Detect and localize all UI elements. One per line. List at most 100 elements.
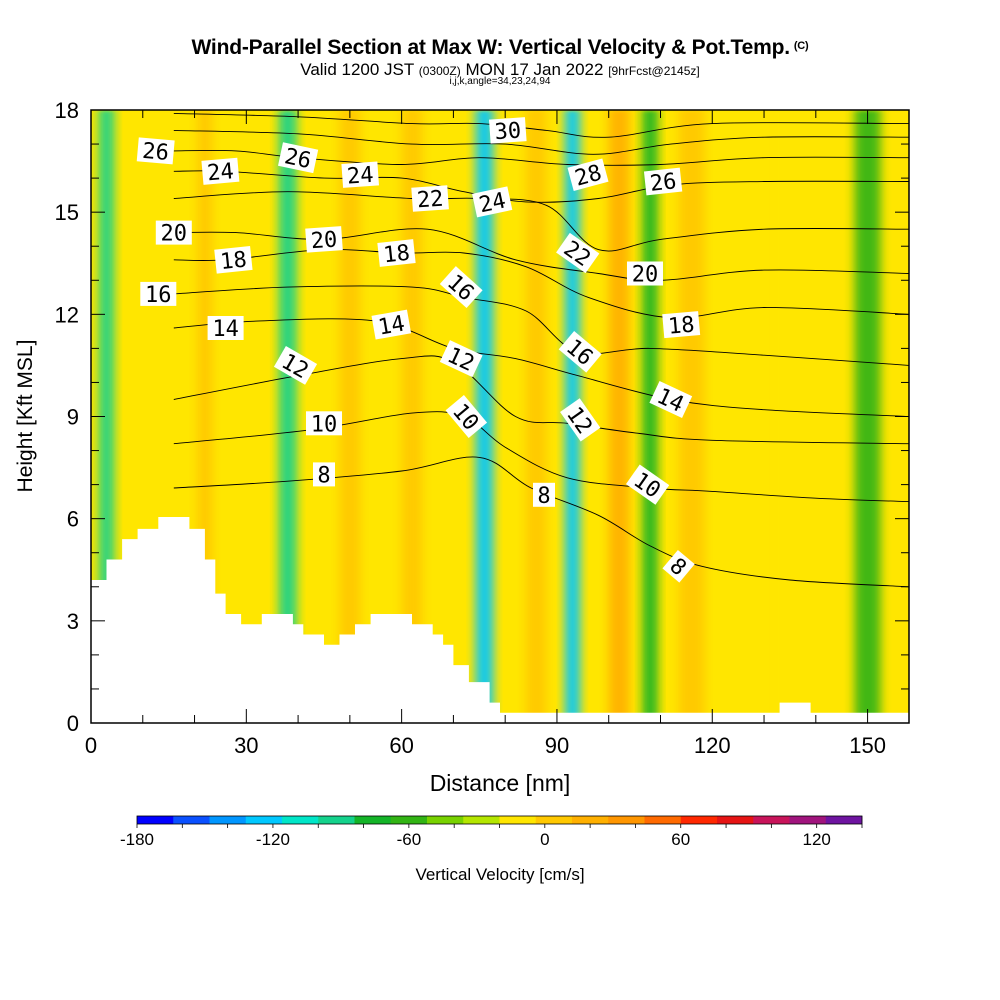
x-axis-label: Distance [nm]: [430, 770, 571, 796]
contour-label: 8: [313, 462, 335, 488]
contour-label-text: 26: [282, 144, 313, 174]
y-tick-label: 18: [55, 98, 79, 123]
velocity-bands: [98, 110, 881, 723]
colorbar-swatch: [717, 816, 754, 824]
theta-contour-28: [173, 129, 909, 155]
contour-label: 16: [140, 281, 177, 308]
contour-label-text: 20: [161, 222, 188, 247]
contour-label: 18: [662, 311, 701, 340]
colorbar-swatch: [680, 816, 718, 824]
theta-contour-16: [173, 285, 909, 366]
velocity-band: [854, 110, 881, 723]
contour-label: 20: [155, 220, 192, 247]
contour-label-text: 30: [494, 119, 522, 146]
contour-label-text: 16: [145, 283, 172, 308]
contour-label: 10: [306, 411, 342, 437]
contour-label-text: 18: [219, 247, 248, 275]
colorbar-tick-label: 0: [540, 830, 549, 849]
colorbar-swatch: [245, 816, 283, 824]
contour-label: 12: [273, 346, 318, 385]
contour-label: 22: [556, 232, 600, 274]
colorbar-tick-label: 120: [803, 830, 831, 849]
contour-label-text: 10: [311, 412, 338, 437]
velocity-band: [278, 110, 297, 723]
contour-label-text: 24: [346, 163, 374, 190]
forecast-info: [9hrFcst@2145z]: [608, 64, 700, 78]
colorbar-swatch: [318, 816, 355, 824]
colorbar-swatch: [535, 816, 573, 824]
colorbar-label: Vertical Velocity [cm/s]: [415, 865, 584, 884]
x-tick-label: 0: [85, 733, 97, 758]
contour-label-text: 14: [212, 317, 239, 342]
theta-contour-24: [173, 170, 909, 203]
copyright-mark: (C): [793, 40, 809, 52]
contour-label-text: 18: [382, 241, 411, 269]
colorbar-tick-label: -120: [256, 830, 290, 849]
contour-label: 8: [533, 482, 555, 509]
colorbar-swatch: [825, 816, 863, 824]
colorbar-swatch: [572, 816, 609, 824]
x-tick-label: 150: [849, 733, 886, 758]
velocity-band: [608, 110, 630, 723]
y-tick-label: 15: [55, 200, 79, 225]
y-tick-label: 12: [55, 302, 79, 327]
contour-label-text: 8: [317, 463, 330, 488]
contour-label-text: 20: [632, 263, 659, 288]
theta-contour-12: [173, 355, 909, 445]
colorbar-swatch: [463, 816, 500, 824]
contour-label-text: 20: [310, 228, 338, 255]
x-axis: 0 30 60 90 120 150: [85, 110, 886, 758]
valid-time-line: Valid 1200 JST (0300Z) MON 17 Jan 2022 […: [0, 60, 1000, 80]
grid-indices: i,j,k,angle=34,23,24,94: [449, 76, 551, 87]
theta-contour-14: [173, 318, 909, 417]
contour-label: 20: [627, 261, 663, 288]
valid-utc: (0300Z): [418, 64, 461, 78]
contour-label-text: 18: [667, 312, 696, 339]
contour-label: 26: [136, 137, 175, 166]
colorbar-swatch: [608, 816, 645, 824]
contour-label-text: 24: [477, 188, 508, 218]
colorbar-swatch: [390, 816, 428, 824]
x-tick-label: 30: [234, 733, 258, 758]
theta-contour-22: [173, 191, 909, 252]
contour-label: 22: [411, 185, 449, 213]
contour-label-text: 26: [141, 139, 170, 166]
contour-label-text: 8: [537, 484, 550, 509]
contour-label-text: 14: [376, 311, 406, 340]
contour-label: 30: [489, 117, 527, 145]
colorbar-tick-label: -180: [120, 830, 154, 849]
chart-title-text: Wind-Parallel Section at Max W: Vertical…: [191, 36, 791, 59]
theta-contour-18: [173, 248, 909, 319]
contour-label-text: 22: [416, 187, 444, 214]
valid-date: MON 17 Jan 2022: [465, 60, 604, 79]
theta-contour-20: [173, 228, 909, 281]
contour-label: 28: [567, 158, 609, 192]
colorbar-tick-label: -60: [397, 830, 422, 849]
contour-label: 14: [371, 309, 412, 341]
velocity-band: [738, 110, 770, 723]
colorbar-swatch: [753, 816, 790, 824]
colorbar-ticks: -180 -120 -60 0 60 120: [120, 824, 863, 849]
y-tick-label: 0: [67, 711, 79, 736]
x-tick-label: 90: [545, 733, 569, 758]
colorbar-swatch: [644, 816, 682, 824]
colorbar-swatch: [499, 816, 537, 824]
y-tick-label: 6: [67, 507, 79, 532]
velocity-band: [475, 110, 494, 723]
colorbar-swatch: [354, 816, 392, 824]
velocity-band: [339, 110, 361, 723]
contour-label: 24: [472, 186, 513, 218]
contour-label: 14: [207, 316, 244, 342]
contour-label: 18: [377, 239, 416, 269]
colorbar: [136, 815, 863, 825]
colorbar-swatch: [137, 816, 174, 824]
colorbar-swatch: [282, 816, 319, 824]
contour-label: 20: [305, 226, 343, 254]
theta-contour-26: [173, 149, 909, 166]
y-tick-label: 3: [67, 609, 79, 634]
contour-label-text: 26: [649, 169, 678, 197]
colorbar-swatch: [789, 816, 827, 824]
velocity-band: [678, 110, 705, 723]
